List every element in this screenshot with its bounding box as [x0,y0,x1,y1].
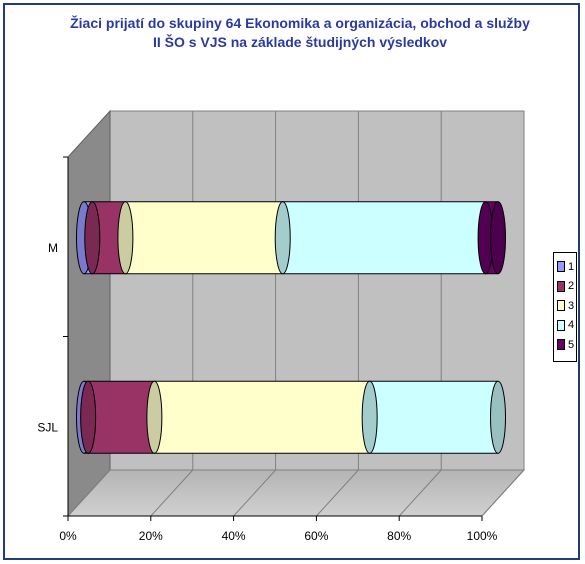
category-label: SJL [37,420,58,434]
floor [66,469,526,517]
bar-end-cap [490,201,506,275]
floor-gridline [67,469,111,517]
legend-swatch [557,319,565,331]
floor-gridline [233,469,276,517]
bar-cap [146,380,163,454]
x-tick-label: 0% [59,529,77,543]
legend-label: 5 [568,338,575,351]
legend-swatch [557,261,565,273]
bar-end-cap [490,380,506,454]
bar-cap [274,201,291,275]
legend-label: 1 [568,260,575,273]
bar-segment [80,380,155,454]
x-tick-label: 100% [467,529,498,543]
bar-body [153,380,371,454]
floor-gridline [150,469,194,517]
legend-swatch [557,300,565,312]
legend-item: 5 [557,335,576,355]
bar-body [87,380,155,454]
bar-cap [84,201,101,275]
legend-label: 3 [568,299,575,312]
side-wall [67,109,111,518]
bar-body [282,201,487,275]
floor-gridline [481,469,525,517]
floor-gridline [316,469,359,517]
bar-segment [361,380,499,454]
bar-segment [117,201,284,275]
legend-swatch [557,339,565,351]
legend-item: 4 [557,316,576,336]
x-tick-label: 40% [222,529,246,543]
chart-title: Žiaci prijatí do skupiny 64 Ekonomika a … [60,14,540,52]
bar-segment [146,380,371,454]
legend-item: 3 [557,296,576,316]
chart-title-line1: Žiaci prijatí do skupiny 64 Ekonomika a … [70,15,530,31]
bar-body [369,380,499,454]
x-tick-label: 60% [304,529,328,543]
bar-body [124,201,284,275]
x-tick-label: 80% [387,529,411,543]
x-tick-label: 20% [139,529,163,543]
category-label: M [48,241,58,255]
bar-cap [80,380,97,454]
legend-item: 1 [557,257,576,277]
legend-label: 4 [568,319,575,332]
floor-gridline [398,469,442,517]
legend-label: 2 [568,280,575,293]
legend-swatch [557,280,565,292]
legend-item: 2 [557,277,576,297]
chart-title-line2: II ŠO s VJS na základe študijných výsled… [152,34,448,50]
chart-legend: 1 2 3 4 5 [553,252,577,362]
bar-cap [117,201,134,275]
bar-segment [274,201,487,275]
bar-cap [361,380,378,454]
